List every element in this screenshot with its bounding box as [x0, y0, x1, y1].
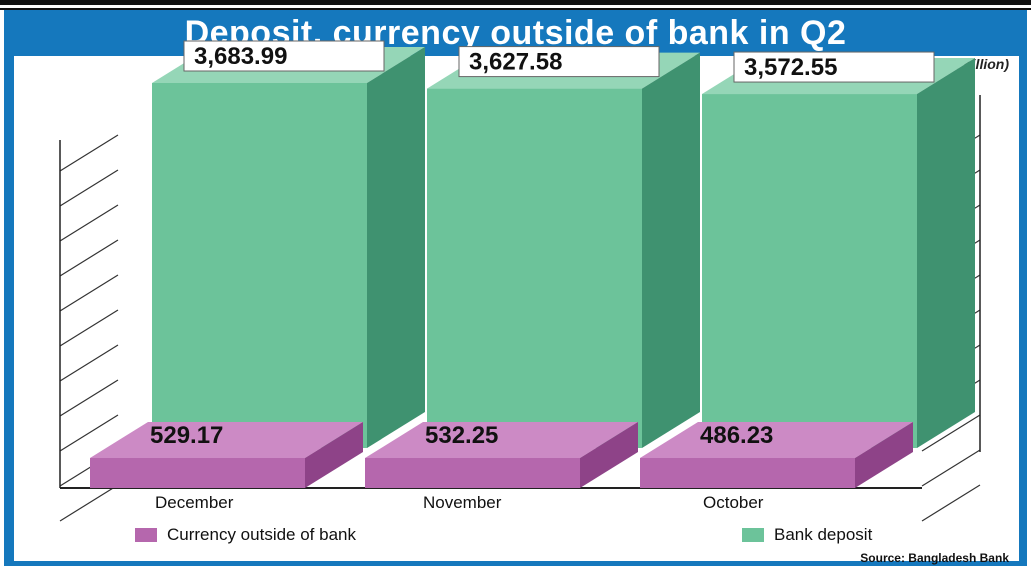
- currency-bar-side: [305, 422, 363, 488]
- grid-line-left: [59, 274, 119, 312]
- currency-bar-top: [90, 422, 363, 458]
- category-label: October: [703, 493, 764, 512]
- source-note: Source: Bangladesh Bank: [860, 551, 1009, 565]
- legend-item-deposit: Bank deposit: [742, 525, 872, 545]
- grid-line-right: [921, 449, 981, 487]
- category-label: November: [423, 493, 502, 512]
- grid-line-left: [59, 414, 119, 452]
- deposit-label-box: [458, 46, 660, 78]
- deposit-value-label: 3,683.99: [194, 43, 287, 70]
- category-label: December: [155, 493, 234, 512]
- deposit-bar: [152, 83, 367, 448]
- grid-line-left: [59, 344, 119, 382]
- top-rule-thin: [0, 8, 1031, 10]
- grid-line-left: [59, 239, 119, 277]
- grid-line-right: [921, 484, 981, 522]
- deposit-bar-side: [917, 58, 975, 449]
- grid-line-right: [921, 414, 981, 452]
- grid-line-left: [59, 484, 119, 522]
- currency-bar: [90, 458, 305, 488]
- currency-bar-side: [580, 422, 638, 488]
- deposit-bar: [427, 88, 642, 448]
- currency-value-label: 532.25: [425, 422, 498, 449]
- legend-label-deposit: Bank deposit: [774, 525, 873, 544]
- top-rule: [0, 0, 1031, 5]
- legend-swatch-currency: [135, 528, 157, 542]
- deposit-bar: [702, 94, 917, 448]
- deposit-bar-side: [642, 52, 700, 448]
- legend-swatch-deposit: [742, 528, 764, 542]
- deposit-label-box: [733, 51, 935, 83]
- legend-item-currency: Currency outside of bank: [135, 525, 356, 545]
- grid-line-left: [59, 204, 119, 242]
- currency-bar: [365, 458, 580, 488]
- deposit-bar-side: [367, 47, 425, 448]
- grid-line-left: [59, 134, 119, 172]
- currency-bar-side: [855, 422, 913, 488]
- currency-bar-top: [640, 422, 913, 458]
- currency-bar-top: [365, 422, 638, 458]
- currency-bar: [640, 458, 855, 488]
- grid-line-left: [59, 379, 119, 417]
- deposit-value-label: 3,627.58: [469, 49, 562, 76]
- grid-line-left: [59, 169, 119, 207]
- deposit-label-box: [183, 40, 385, 72]
- legend-label-currency: Currency outside of bank: [167, 525, 356, 544]
- deposit-value-label: 3,572.55: [744, 54, 837, 81]
- currency-value-label: 529.17: [150, 422, 223, 449]
- grid-line-left: [59, 309, 119, 347]
- currency-value-label: 486.23: [700, 422, 773, 449]
